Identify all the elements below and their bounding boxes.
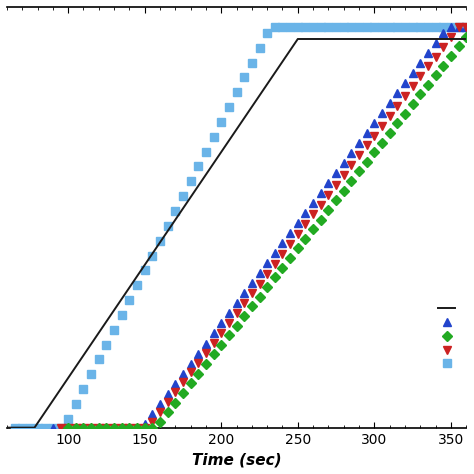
Legend: , , , , : , , , , — [436, 301, 461, 372]
X-axis label: Time (sec): Time (sec) — [192, 452, 282, 467]
